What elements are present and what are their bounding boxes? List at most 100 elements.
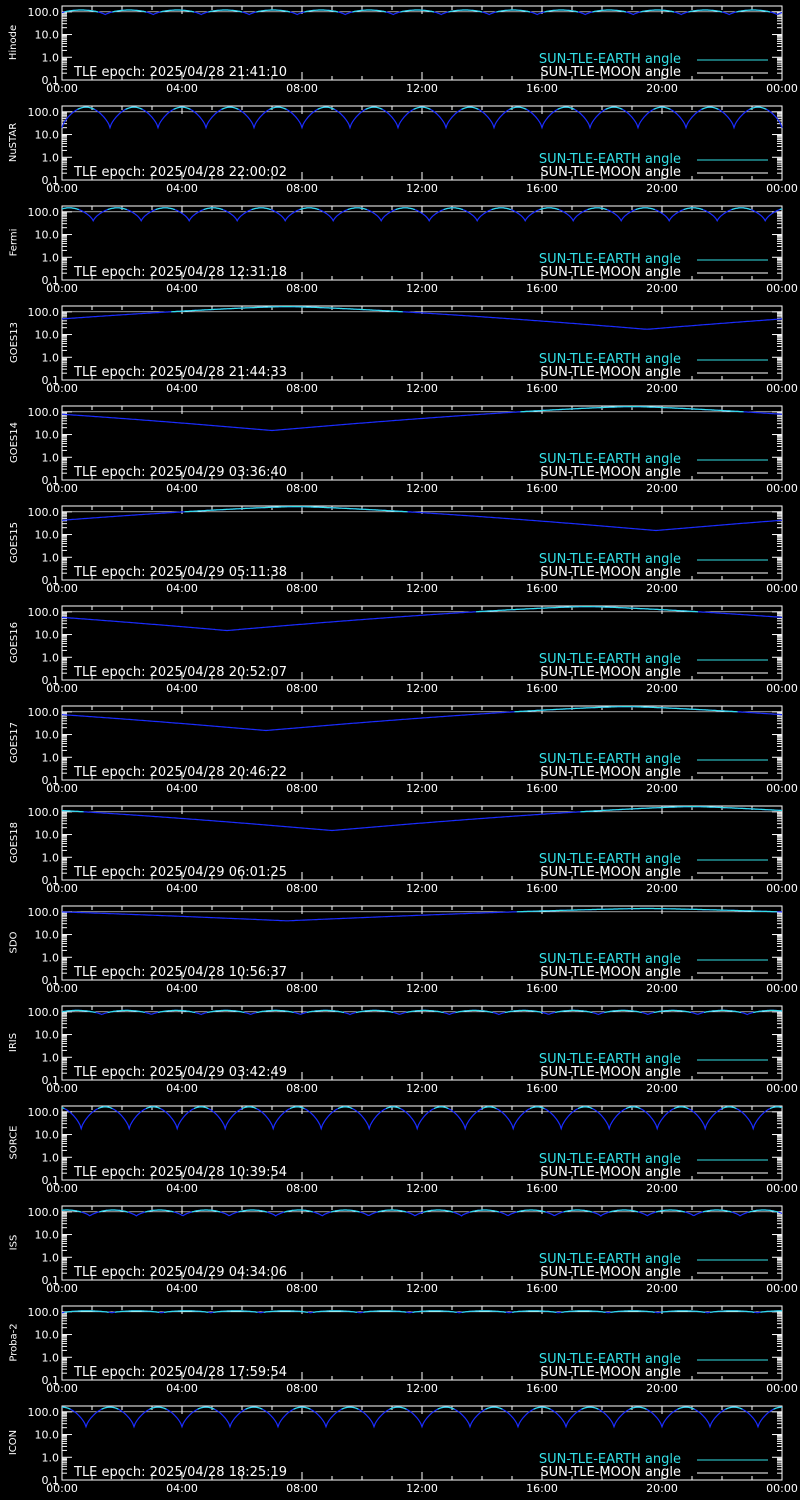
x-tick-label: 00:00 [766,482,798,495]
x-tick-label: 00:00 [46,482,78,495]
x-tick-label: 00:00 [766,1182,798,1195]
chart-svg: 100.010.01.00.100:00 04:00 08:00 12:00 16:00… [28,405,798,495]
data-series-highlight [77,106,767,110]
y-tick-label: 0.1 [42,474,60,487]
y-tick-label: 100.0 [28,506,60,519]
x-tick-label: 04:00 [166,1282,198,1295]
y-tick-label: 0.1 [42,1374,60,1387]
y-tick-label: 100.0 [28,1306,60,1319]
y-tick-label: 0.1 [42,174,60,187]
x-tick-label: 12:00 [406,1182,438,1195]
y-tick-label: 10.0 [35,1029,60,1042]
x-tick-label: 00:00 [46,982,78,995]
y-tick-label: 10.0 [35,29,60,42]
x-tick-label: 08:00 [286,82,318,95]
data-series-highlight [61,806,783,813]
x-tick-label: 08:00 [286,882,318,895]
x-tick-label: 00:00 [46,382,78,395]
y-tick-label: 1.0 [42,251,60,264]
x-tick-label: 00:00 [46,82,78,95]
x-tick-label: 16:00 [526,182,558,195]
x-tick-label: 16:00 [526,882,558,895]
y-tick-label: 10.0 [35,1229,60,1242]
tle-epoch-label: TLE epoch: 2025/04/29 04:34:06 [73,1265,287,1280]
data-series-highlight [61,1209,779,1213]
chart-svg: 100.010.01.00.100:00 04:00 08:00 12:00 16:00… [28,605,798,695]
legend-moon-label: SUN-TLE-MOON angle [540,165,681,180]
chart-panel: Hinode 100.0 10.0 1.0 0.1 00:00 04:00 08:00 12:0… [0,0,800,100]
y-tick-label: 10.0 [35,729,60,742]
tle-epoch-label: TLE epoch: 2025/04/29 06:01:25 [73,865,287,880]
x-tick-label: 16:00 [526,582,558,595]
y-tick-label: 0.1 [42,74,60,87]
y-tick-label: 10.0 [35,929,60,942]
legend-moon-label: SUN-TLE-MOON angle [540,765,681,780]
x-tick-label: 20:00 [646,1182,678,1195]
y-tick-label: 1.0 [42,651,60,664]
y-tick-label: 1.0 [42,1451,60,1464]
legend-earth-label: SUN-TLE-EARTH angle [539,452,681,467]
x-tick-label: 12:00 [406,782,438,795]
x-tick-label: 04:00 [166,882,198,895]
x-tick-label: 12:00 [406,882,438,895]
x-tick-label: 00:00 [766,282,798,295]
x-tick-label: 04:00 [166,1182,198,1195]
data-series-highlight [61,1009,783,1014]
x-tick-label: 16:00 [526,482,558,495]
x-tick-label: 20:00 [646,882,678,895]
y-tick-label: 1.0 [42,351,60,364]
x-tick-label: 12:00 [406,182,438,195]
chart-svg: 100.010.01.00.100:00 04:00 08:00 12:00 16:00… [28,905,798,995]
x-tick-label: 00:00 [766,682,798,695]
x-tick-label: 08:00 [286,582,318,595]
x-tick-label: 20:00 [646,682,678,695]
x-tick-label: 04:00 [166,582,198,595]
chart-svg: 100.010.01.00.100:00 04:00 08:00 12:00 16:00… [28,1405,798,1495]
tle-epoch-label: TLE epoch: 2025/04/28 20:52:07 [73,665,287,680]
x-tick-label: 00:00 [766,982,798,995]
legend-moon-label: SUN-TLE-MOON angle [540,1165,681,1180]
y-tick-label: 1.0 [42,1351,60,1364]
chart-panel: Proba-2 100.0 10.0 1.0 0.1 00:00 04:00 08:00 12:… [0,1300,800,1400]
legend-earth-label: SUN-TLE-EARTH angle [539,352,681,367]
legend-earth-label: SUN-TLE-EARTH angle [539,1052,681,1067]
x-tick-label: 04:00 [166,382,198,395]
x-tick-label: 00:00 [766,1282,798,1295]
x-tick-label: 00:00 [46,1382,78,1395]
legend-moon-label: SUN-TLE-MOON angle [540,865,681,880]
x-tick-label: 20:00 [646,182,678,195]
x-tick-label: 12:00 [406,582,438,595]
x-tick-label: 08:00 [286,282,318,295]
x-tick-label: 20:00 [646,482,678,495]
x-tick-label: 04:00 [166,282,198,295]
tle-epoch-label: TLE epoch: 2025/04/28 21:41:10 [73,65,287,80]
chart-panel: GOES15 100.0 10.0 1.0 0.1 00:00 04:00 08:00 12:0… [0,500,800,600]
x-tick-label: 04:00 [166,1482,198,1495]
x-tick-label: 00:00 [46,1282,78,1295]
x-tick-label: 08:00 [286,482,318,495]
y-tick-label: 100.0 [28,1406,60,1419]
chart-panel: GOES14 100.0 10.0 1.0 0.1 00:00 04:00 08:00 12:0… [0,400,800,500]
x-tick-label: 04:00 [166,1082,198,1095]
x-tick-label: 08:00 [286,382,318,395]
legend-moon-label: SUN-TLE-MOON angle [540,365,681,380]
data-series-line [61,207,783,223]
chart-panel: NuSTAR 100.0 10.0 1.0 0.1 00:00 04:00 08:00 12:0… [0,100,800,200]
x-tick-label: 00:00 [766,82,798,95]
chart-svg: 100.010.01.00.100:00 04:00 08:00 12:00 16:00… [28,205,798,295]
chart-panel: GOES13 100.0 10.0 1.0 0.1 00:00 04:00 08:00 12:0… [0,300,800,400]
y-tick-label: 0.1 [42,1474,60,1487]
legend-earth-label: SUN-TLE-EARTH angle [539,752,681,767]
y-tick-label: 0.1 [42,274,60,287]
y-tick-label: 0.1 [42,1274,60,1287]
y-tick-label: 10.0 [35,329,60,342]
data-series-highlight [171,306,403,313]
legend-earth-label: SUN-TLE-EARTH angle [539,652,681,667]
y-tick-label: 1.0 [42,951,60,964]
x-tick-label: 20:00 [646,982,678,995]
data-series-highlight [64,1310,782,1313]
x-tick-label: 12:00 [406,982,438,995]
x-tick-label: 00:00 [766,782,798,795]
y-tick-label: 100.0 [28,306,60,319]
